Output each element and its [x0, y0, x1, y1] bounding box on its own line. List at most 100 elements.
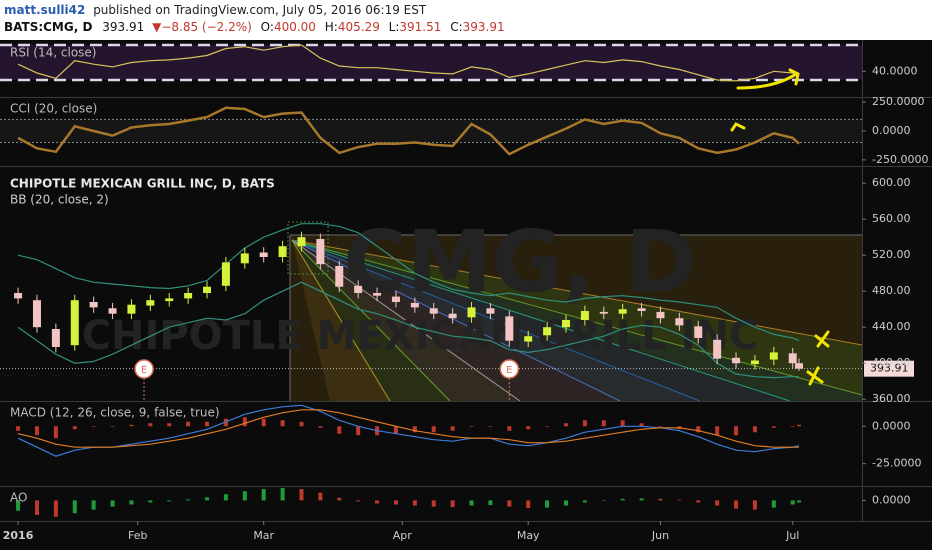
- candle-body: [32, 300, 41, 328]
- ohlc-value: 391.51: [399, 20, 441, 34]
- indicator-line: [17, 106, 800, 156]
- histogram-bar: [488, 500, 493, 506]
- x-tick-label: Jun: [651, 529, 669, 542]
- level-band: [0, 44, 862, 81]
- candle-body: [694, 326, 703, 338]
- candle-body: [505, 316, 514, 341]
- histogram-bar: [639, 423, 644, 427]
- y-tick-label: 40.0000: [872, 64, 918, 77]
- candle-body: [599, 311, 608, 314]
- candle-body: [316, 239, 325, 265]
- histogram-bar: [393, 426, 398, 434]
- histogram-bar: [337, 497, 342, 501]
- histogram-bar: [790, 426, 795, 427]
- histogram-bar: [34, 500, 39, 515]
- y-tick-label: 0.0000: [872, 124, 911, 137]
- event-marker: [134, 359, 154, 379]
- histogram-bar: [526, 426, 531, 430]
- histogram-bar: [356, 500, 361, 502]
- candle-body: [335, 266, 344, 287]
- histogram-bar: [545, 500, 550, 508]
- histogram-bar: [91, 500, 96, 510]
- histogram-bar: [223, 494, 228, 501]
- histogram-bar: [110, 426, 115, 427]
- histogram-bar: [771, 426, 776, 428]
- histogram-bar: [110, 500, 115, 507]
- candle-body: [467, 307, 476, 318]
- histogram-bar: [639, 498, 644, 501]
- candle-body: [429, 308, 438, 314]
- histogram-bar: [601, 500, 606, 501]
- histogram-bar: [53, 426, 58, 439]
- histogram-bar: [507, 500, 512, 507]
- histogram-bar: [186, 499, 191, 501]
- histogram-bar: [242, 417, 247, 427]
- histogram-bar: [53, 500, 58, 517]
- quote-line: BATS:CMG, D 393.91 ▼−8.85 (−2.2%) O:400.…: [4, 20, 505, 34]
- histogram-bar: [488, 426, 493, 427]
- histogram-bar: [582, 420, 587, 427]
- indicator-line: [17, 404, 800, 457]
- panel-title: MACD (12, 26, close, 9, false, true): [10, 406, 220, 420]
- histogram-bar: [34, 426, 39, 436]
- author: matt.sulli42: [4, 3, 85, 17]
- y-tick-label: 480.00: [872, 284, 911, 297]
- histogram-bar: [205, 497, 210, 501]
- histogram-bar: [658, 498, 663, 501]
- histogram-bar: [375, 500, 380, 504]
- histogram-bar: [469, 426, 474, 427]
- annotation-tick: [730, 122, 746, 132]
- x-tick-label: Apr: [393, 529, 413, 542]
- gann-box: [290, 235, 862, 401]
- histogram-bar: [318, 492, 323, 501]
- candle-body: [354, 285, 363, 293]
- panel-title: CCI (20, close): [10, 102, 97, 116]
- candle-body: [732, 357, 741, 364]
- candle-body: [788, 353, 797, 364]
- histogram-bar: [148, 423, 153, 427]
- last-price-tag: [864, 360, 914, 377]
- ohlc-value: 393.91: [463, 20, 505, 34]
- histogram-bar: [223, 418, 228, 427]
- annotation-x: [806, 366, 824, 386]
- candle-body: [656, 311, 665, 319]
- histogram-bar: [72, 500, 77, 514]
- candle-body: [203, 286, 212, 293]
- ohlc-label: L:: [389, 20, 400, 34]
- histogram-bar: [299, 421, 304, 427]
- y-tick-label: -25.0000: [872, 457, 921, 470]
- histogram-bar: [148, 500, 153, 503]
- histogram-bar: [563, 423, 568, 427]
- last-price: 393.91: [102, 20, 144, 34]
- indicator-line: [17, 223, 800, 342]
- fan-line: [291, 239, 863, 396]
- histogram-bar: [16, 426, 21, 431]
- histogram-bar: [620, 420, 625, 427]
- panel-title: CHIPOTLE MEXICAN GRILL INC, D, BATS: [10, 177, 275, 191]
- y-tick-label: 0.0000: [872, 493, 911, 506]
- fan-zone: [292, 240, 862, 401]
- ohlc-value: 400.00: [274, 20, 316, 34]
- histogram-bar: [431, 426, 436, 433]
- candle-body: [618, 309, 627, 314]
- histogram-bar: [752, 426, 757, 433]
- y-tick-label: 600.00: [872, 176, 911, 189]
- candle-body: [51, 329, 60, 347]
- fan-line: [291, 239, 391, 402]
- histogram-bar: [469, 500, 474, 506]
- histogram-bar: [582, 500, 587, 503]
- y-tick-label: 250.0000: [872, 95, 925, 108]
- candle-body: [448, 313, 457, 319]
- watermark: CMG, D: [343, 212, 696, 312]
- histogram-bar: [242, 491, 247, 501]
- y-tick-label: -250.0000: [872, 153, 928, 166]
- candle-body: [561, 320, 570, 328]
- x-tick-label: Feb: [128, 529, 147, 542]
- candle-body: [259, 252, 268, 257]
- ohlc-label: O:: [261, 20, 274, 34]
- change: ▼−8.85 (−2.2%): [152, 20, 252, 34]
- histogram-bar: [91, 426, 96, 427]
- last-price-label: 393.91: [870, 362, 909, 375]
- plot-layer: RSI (14, close) 40.0000 CCI (20, close) 250…: [0, 40, 932, 542]
